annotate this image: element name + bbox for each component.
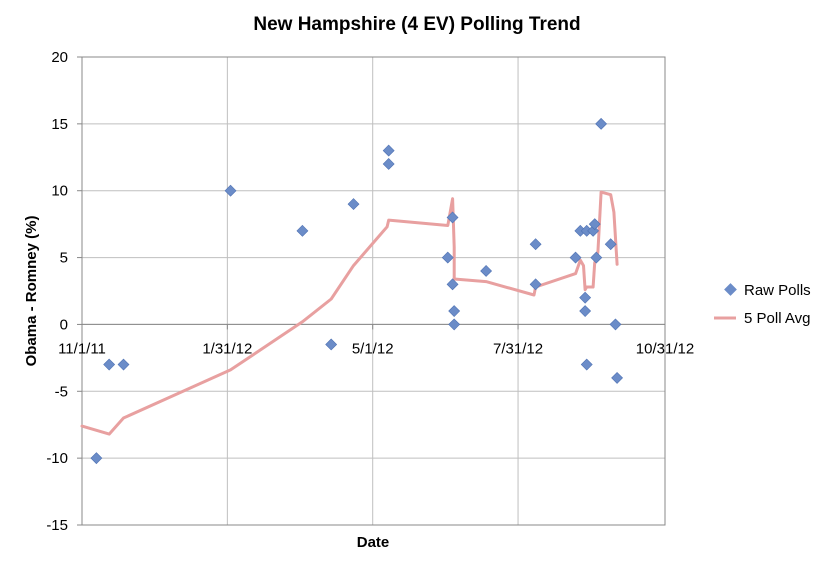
raw-poll-point [529, 278, 542, 291]
y-tick-label: -10 [46, 450, 68, 467]
raw-poll-point [611, 371, 624, 384]
y-tick-label: -5 [55, 383, 68, 400]
raw-poll-point [347, 198, 360, 211]
y-tick-label: -15 [46, 517, 68, 534]
raw-poll-point [296, 224, 309, 237]
raw-poll-point [588, 218, 601, 231]
raw-poll-point [224, 184, 237, 197]
chart-title: New Hampshire (4 EV) Polling Trend [253, 14, 580, 35]
x-axis-title: Date [357, 534, 390, 551]
plot-area-frame [81, 56, 666, 526]
series-5-poll-avg-line [80, 190, 619, 436]
raw-poll-point [103, 358, 116, 371]
y-tick-label: 0 [60, 316, 68, 333]
legend-label-raw-polls: Raw Polls [744, 282, 811, 299]
raw-poll-point [609, 318, 622, 331]
x-tick-label: 1/31/12 [202, 340, 252, 357]
x-tick-label: 7/31/12 [493, 340, 543, 357]
raw-poll-point [448, 305, 461, 317]
y-tick-labels: -15 -10 -5 0 5 10 15 20 [46, 49, 68, 534]
raw-poll-point [580, 358, 593, 371]
raw-poll-point [579, 291, 592, 304]
raw-poll-point [595, 117, 608, 130]
axis-ticks [77, 56, 666, 526]
raw-poll-point [325, 338, 338, 351]
raw-poll-point [480, 265, 493, 277]
raw-poll-point [382, 144, 395, 157]
legend-marker-raw-polls [724, 283, 737, 296]
y-tick-label: 10 [51, 183, 68, 200]
y-tick-label: 15 [51, 116, 68, 133]
raw-poll-point [382, 158, 395, 170]
raw-poll-point [90, 452, 103, 465]
x-tick-label: 10/31/12 [636, 340, 694, 357]
raw-poll-point [446, 278, 459, 291]
series-raw-polls-points [90, 117, 624, 465]
raw-poll-point [579, 305, 592, 317]
raw-poll-point [590, 251, 603, 264]
y-tick-label: 5 [60, 250, 68, 267]
raw-poll-point [529, 238, 542, 251]
x-tick-label: 5/1/12 [352, 340, 394, 357]
gridlines [82, 57, 665, 525]
x-tick-label: 11/1/11 [58, 340, 106, 357]
raw-poll-point [441, 251, 454, 264]
raw-poll-point [569, 251, 582, 264]
raw-poll-point [448, 318, 461, 331]
legend-label-5-poll-avg: 5 Poll Avg [744, 310, 810, 327]
raw-poll-point [117, 358, 130, 371]
x-tick-labels: 11/1/11 1/31/12 5/1/12 7/31/12 10/31/12 [58, 340, 694, 357]
y-tick-label: 20 [51, 49, 68, 66]
raw-poll-point [604, 238, 617, 251]
raw-poll-point [446, 211, 459, 224]
legend: Raw Polls 5 Poll Avg [714, 282, 811, 327]
y-axis-title: Obama - Romney (%) [23, 216, 40, 367]
